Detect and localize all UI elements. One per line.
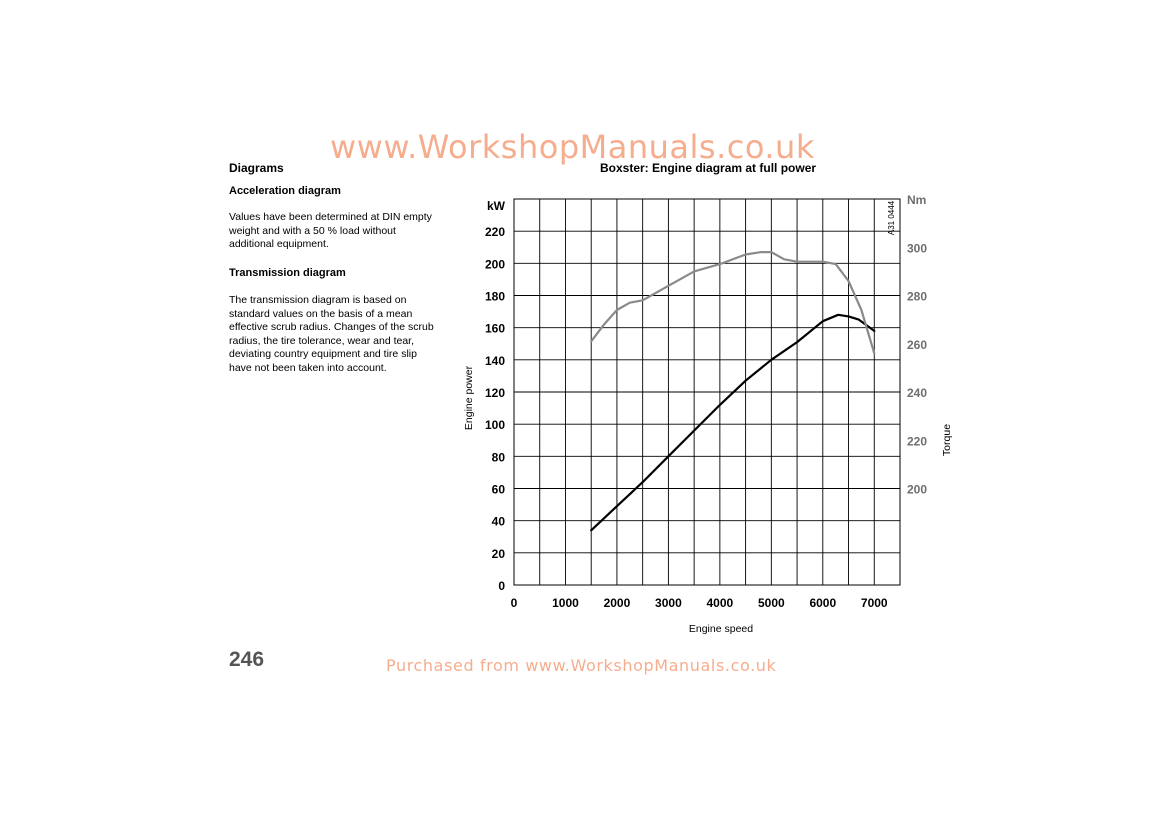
y-tick-label: 80: [492, 450, 506, 464]
x-tick-label: 5000: [758, 596, 785, 610]
x-tick-label: 2000: [604, 596, 631, 610]
x-tick-label: 1000: [552, 596, 579, 610]
text-line: effective scrub radius. Changes of the s…: [229, 321, 434, 334]
y-tick-label: 140: [485, 354, 505, 368]
acceleration-heading: Acceleration diagram: [229, 185, 341, 197]
y2-tick-label: 260: [907, 338, 927, 352]
transmission-heading: Transmission diagram: [229, 267, 346, 279]
page-number: 246: [229, 648, 265, 671]
y-axis-title: Engine power: [463, 365, 475, 430]
y-tick-label: 0: [498, 579, 505, 593]
text-line: Values have been determined at DIN empty: [229, 211, 432, 223]
text-line: deviating country equipment and tire sli…: [229, 348, 417, 361]
torque-curve: [590, 251, 876, 355]
x-axis-title: Engine speed: [689, 623, 753, 635]
y2-tick-label: 220: [907, 434, 927, 448]
x-tick-label: 7000: [861, 596, 888, 610]
watermark-bottom: Purchased from www.WorkshopManuals.co.uk: [386, 656, 777, 675]
y2-axis-title: Torque: [941, 424, 953, 456]
y-tick-label: 100: [485, 418, 505, 432]
y2-tick-label: 200: [907, 483, 927, 497]
chart-grid: [513, 198, 901, 586]
y-tick-label: 220: [485, 225, 505, 239]
x-tick-label: 0: [511, 596, 518, 610]
power-curve: [590, 313, 876, 532]
y-unit-label: kW: [487, 199, 506, 213]
x-tick-label: 4000: [707, 596, 734, 610]
y-tick-label: 160: [485, 322, 505, 336]
y2-unit-label: Nm: [907, 193, 926, 207]
chart-title: Boxster: Engine diagram at full power: [600, 161, 817, 175]
x-tick-label: 6000: [809, 596, 836, 610]
text-line: The transmission diagram is based on: [229, 294, 407, 306]
text-line: have not been taken into account.: [229, 361, 387, 374]
y-tick-label: 20: [492, 547, 506, 561]
y2-tick-label: 240: [907, 386, 927, 400]
figure-code: A31 0444: [887, 200, 896, 235]
text-line: radius, the tire tolerance, wear and tea…: [229, 334, 415, 347]
chart-series: [590, 251, 876, 532]
y-tick-label: 40: [492, 515, 506, 529]
y2-tick-label: 300: [907, 241, 927, 255]
watermark-top: www.WorkshopManuals.co.uk: [330, 128, 815, 166]
text-line: standard values on the basis of a mean: [229, 307, 413, 320]
x-tick-label: 3000: [655, 596, 682, 610]
text-line: weight and with a 50 % load without: [229, 224, 396, 237]
acceleration-text: Values have been determined at DIN empty…: [229, 211, 444, 252]
y-tick-label: 200: [485, 257, 505, 271]
y2-tick-label: 280: [907, 290, 927, 304]
chart-labels: 0 1000 2000 3000 4000 5000 6000 7000 0 20 40 60 80 10…: [463, 193, 953, 635]
y-tick-label: 180: [485, 290, 505, 304]
y-tick-label: 60: [492, 483, 506, 497]
y-tick-label: 120: [485, 386, 505, 400]
text-line: additional equipment.: [229, 238, 329, 251]
section-title: Diagrams: [229, 161, 284, 175]
transmission-text: The transmission diagram is based on sta…: [229, 294, 444, 376]
